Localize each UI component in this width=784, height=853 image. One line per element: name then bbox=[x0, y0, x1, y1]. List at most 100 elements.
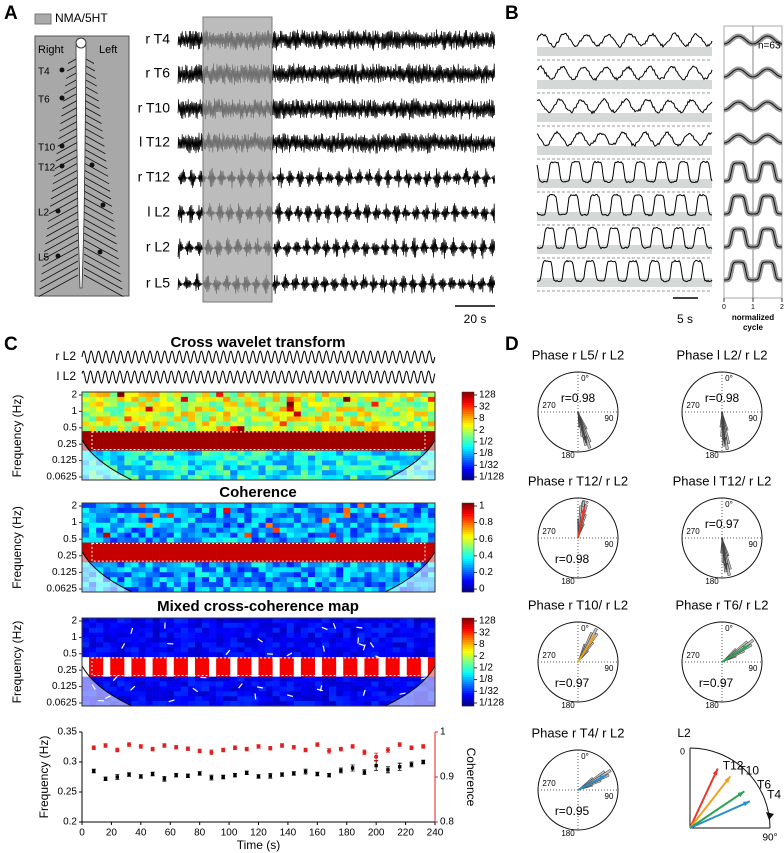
heatmap-cell bbox=[173, 450, 182, 456]
heatmap-cell bbox=[251, 411, 259, 417]
heatmap-cell bbox=[209, 411, 217, 417]
heatmap-cell bbox=[293, 666, 302, 673]
heatmap-cell bbox=[180, 421, 189, 427]
heatmap-cell bbox=[293, 637, 302, 643]
nerve-root bbox=[83, 225, 117, 245]
frequency-point bbox=[362, 770, 367, 774]
heatmap-cell bbox=[265, 647, 273, 653]
heatmap-cell bbox=[244, 416, 252, 422]
heatmap-cell bbox=[145, 542, 153, 548]
heatmap-cell bbox=[103, 416, 111, 422]
arrow-head bbox=[712, 768, 718, 776]
heatmap-cell bbox=[96, 392, 104, 398]
heatmap-cell bbox=[251, 676, 259, 682]
heatmap-cell bbox=[194, 701, 203, 707]
heatmap-cell bbox=[293, 431, 302, 437]
heatmap-cell bbox=[223, 396, 231, 403]
heatmap-cell bbox=[124, 676, 132, 682]
colorbar-step bbox=[462, 471, 474, 474]
heatmap-cell bbox=[180, 460, 189, 466]
x-tick-label: 140 bbox=[280, 828, 297, 839]
heatmap-cell bbox=[159, 517, 168, 524]
heatmap-cell bbox=[166, 426, 175, 432]
heatmap-cell bbox=[187, 618, 196, 624]
heatmap-cell bbox=[124, 542, 132, 548]
heatmap-cell bbox=[173, 537, 182, 543]
heatmap-cell bbox=[314, 421, 323, 427]
heatmap-cell bbox=[194, 507, 203, 514]
heatmap-cell bbox=[216, 657, 224, 663]
coherence-point bbox=[374, 754, 379, 759]
heatmap-cell bbox=[187, 401, 196, 407]
heatmap-cell bbox=[237, 681, 245, 687]
heatmap-cell bbox=[166, 542, 175, 548]
heatmap-cell bbox=[131, 537, 139, 543]
heatmap-cell bbox=[216, 552, 224, 558]
heatmap-cell bbox=[209, 701, 217, 707]
heatmap-cell bbox=[329, 572, 337, 578]
heatmap-cell bbox=[237, 657, 245, 663]
colorbar-tick-label: 0.2 bbox=[479, 567, 493, 578]
heatmap-cell bbox=[124, 662, 132, 668]
heatmap-cell bbox=[166, 512, 175, 519]
heatmap-cell bbox=[230, 401, 238, 407]
heatmap-cell bbox=[187, 572, 196, 578]
heatmap-cell bbox=[357, 542, 365, 548]
heatmap-cell bbox=[336, 627, 344, 633]
heatmap-cell bbox=[279, 416, 288, 422]
heatmap-cell bbox=[371, 587, 379, 593]
key-arc-head bbox=[766, 812, 774, 820]
heatmap-cell bbox=[237, 652, 245, 658]
heatmap-cell bbox=[322, 445, 330, 451]
heatmap-cell bbox=[230, 503, 238, 509]
heatmap-cell bbox=[244, 445, 252, 451]
heatmap-cell bbox=[180, 681, 189, 687]
heatmap-cell bbox=[258, 406, 266, 412]
heatmap-cell bbox=[209, 647, 217, 653]
heatmap-cell bbox=[272, 532, 280, 538]
heatmap-cell bbox=[343, 416, 351, 422]
heatmap-cell bbox=[399, 652, 408, 658]
heatmap-cell bbox=[110, 537, 118, 543]
heatmap-cell bbox=[159, 691, 168, 697]
heatmap-cell bbox=[166, 440, 175, 447]
heatmap-cell bbox=[357, 622, 365, 629]
heatmap-cell bbox=[96, 411, 104, 417]
nerve-root bbox=[51, 176, 79, 192]
heatmap-cell bbox=[399, 512, 408, 519]
heatmap-cell bbox=[124, 696, 132, 702]
heatmap-cell bbox=[406, 622, 415, 629]
heatmap-cell bbox=[307, 512, 316, 519]
heatmap-cell bbox=[138, 582, 146, 588]
heatmap-cell bbox=[364, 460, 372, 466]
heatmap-cell bbox=[187, 577, 196, 583]
heatmap-cell bbox=[110, 686, 118, 692]
mean-phase-arrow bbox=[689, 775, 732, 829]
heatmap-cell bbox=[223, 681, 231, 687]
heatmap-cell bbox=[145, 681, 153, 687]
heatmap-cell bbox=[343, 696, 351, 702]
heatmap-cell bbox=[131, 642, 139, 648]
heatmap-cell bbox=[350, 676, 358, 682]
heatmap-cell bbox=[152, 436, 160, 442]
heatmap-cell bbox=[364, 567, 372, 573]
heatmap-cell bbox=[314, 411, 323, 417]
heatmap-cell bbox=[138, 686, 146, 692]
heatmap-cell bbox=[216, 421, 224, 427]
heatmap-cell bbox=[202, 396, 210, 403]
heatmap-cell bbox=[357, 691, 365, 697]
colorbar-step bbox=[462, 580, 474, 584]
heatmap-cell bbox=[336, 431, 344, 437]
nerve-root bbox=[52, 169, 79, 185]
heatmap-cell bbox=[223, 475, 231, 481]
heatmap-cell bbox=[272, 411, 280, 417]
heatmap-cell bbox=[392, 450, 400, 456]
heatmap-cell bbox=[413, 547, 422, 553]
colorbar-step bbox=[462, 692, 474, 696]
heatmap-cell bbox=[103, 666, 111, 673]
heatmap-cell bbox=[138, 587, 146, 593]
heatmap-cell bbox=[117, 503, 125, 509]
heatmap-cell bbox=[251, 622, 259, 629]
heatmap-cell bbox=[406, 392, 415, 398]
heatmap-cell bbox=[152, 455, 160, 461]
